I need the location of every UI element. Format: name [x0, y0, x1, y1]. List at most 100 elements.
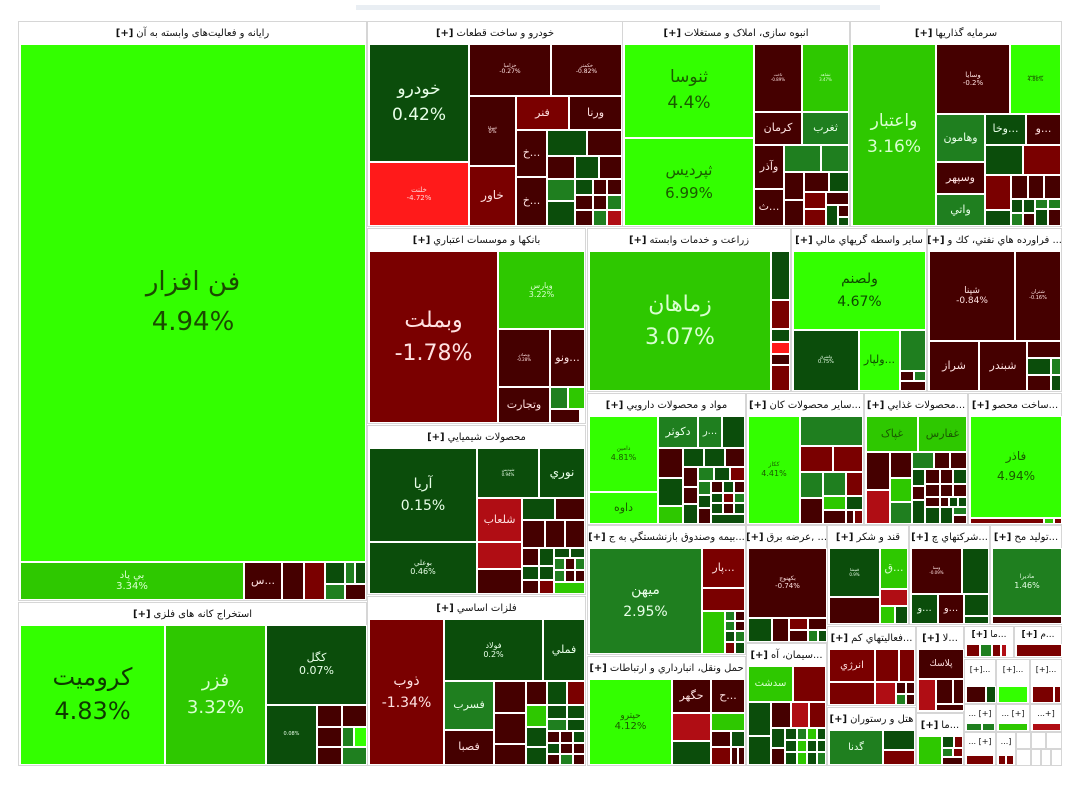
sector-header[interactable]: ...ما [+]: [971, 630, 1007, 640]
tile-valsanam[interactable]: ولصنم 4.67%: [793, 251, 926, 330]
sector-header[interactable]: ...ساير محصولات كان [+]: [748, 399, 862, 411]
tile-small[interactable]: [1035, 209, 1048, 226]
tile-small[interactable]: [599, 156, 622, 179]
tile-small[interactable]: [912, 500, 925, 524]
sector-header[interactable]: ...[+]: [1035, 664, 1057, 674]
tile-small[interactable]: [771, 251, 790, 300]
tile-small[interactable]: [1054, 518, 1062, 524]
tile-small[interactable]: [539, 548, 554, 566]
sector-header[interactable]: رایانه و فعالیت‌های وابسته به آن [+]: [115, 27, 270, 39]
tile-small[interactable]: [547, 681, 567, 705]
tile-khsapa[interactable]: خساپا 0%: [469, 96, 516, 166]
sector-realestate[interactable]: انبوه سازی، املاک و مستغلات [+] ثنوسا 4.4…: [622, 21, 850, 227]
expand-button[interactable]: [+]: [436, 602, 454, 614]
tile-small[interactable]: [797, 752, 807, 765]
tile-small[interactable]: [880, 589, 908, 606]
tile-small[interactable]: [771, 728, 785, 748]
tile-small[interactable]: [477, 542, 522, 569]
sector-s4[interactable]: ...[+]: [964, 659, 996, 704]
tile-small[interactable]: [723, 503, 734, 514]
tile-hegohar[interactable]: حگهر: [672, 679, 711, 713]
tile-fezar[interactable]: فزر 3.32%: [165, 625, 266, 765]
tile-small[interactable]: [607, 195, 622, 210]
tile-small[interactable]: [823, 496, 846, 510]
tile-small[interactable]: [555, 498, 585, 520]
tile-small[interactable]: [823, 472, 846, 496]
tile-small[interactable]: [986, 686, 996, 703]
expand-button[interactable]: [+]: [588, 531, 606, 543]
tile-fanafzar[interactable]: فن افزار 4.94%: [20, 44, 366, 562]
tile-small[interactable]: [817, 740, 826, 752]
sector-header[interactable]: ...بيمه وصندوق بازنشستگي به ج [+]: [588, 531, 745, 543]
tile-small[interactable]: [998, 686, 1028, 703]
sector-s5[interactable]: ...[+]: [996, 659, 1030, 704]
tile-small[interactable]: [723, 481, 734, 493]
tile-small[interactable]: [838, 217, 849, 226]
tile-small[interactable]: [550, 409, 580, 423]
tile-small[interactable]: [866, 490, 890, 524]
tile-mihan[interactable]: ميهن 2.95%: [589, 548, 702, 654]
tile-small[interactable]: [575, 570, 585, 582]
tile-fasaba[interactable]: فصبا: [444, 730, 494, 765]
tile-small[interactable]: [914, 371, 926, 381]
tile-small[interactable]: [808, 618, 827, 630]
sector-header[interactable]: ...ما [+]: [920, 719, 960, 731]
sector-header[interactable]: [...: [1000, 736, 1012, 746]
tile-small[interactable]: [734, 503, 745, 514]
tile-small[interactable]: [735, 642, 745, 654]
sector-empty[interactable]: [1031, 732, 1046, 749]
tile-small[interactable]: [575, 210, 593, 226]
tile-shetran[interactable]: شتران -0.16%: [1015, 251, 1061, 341]
tile-small[interactable]: [545, 520, 565, 548]
tile-small[interactable]: [998, 755, 1006, 765]
tile-small[interactable]: [953, 515, 967, 524]
tile-zamahan[interactable]: زماهان 3.07%: [589, 251, 771, 391]
tile-small[interactable]: [748, 618, 772, 642]
sector-header[interactable]: محصولات شيميايي [+]: [427, 431, 526, 443]
tile-khalent[interactable]: خلنت -4.72%: [369, 162, 469, 226]
tile-kh2[interactable]: ...خ: [516, 177, 547, 226]
sector-header[interactable]: ...سيمان، آه [+]: [750, 649, 823, 661]
tile-small[interactable]: [711, 503, 723, 514]
tile-small[interactable]: [658, 448, 683, 478]
tile-sapardis[interactable]: ثپردیس 6.99%: [624, 138, 754, 226]
tile-khezamia[interactable]: خزامیا -0.27%: [469, 44, 551, 96]
tile-small[interactable]: [725, 621, 735, 631]
tile-madira[interactable]: مادیرا 1.46%: [992, 548, 1062, 616]
sector-header[interactable]: ...فعاليتهاي كم [+]: [830, 632, 913, 644]
sector-header[interactable]: حمل ونقل، انبارداري و ارتباطات [+]: [589, 662, 744, 674]
tile-small[interactable]: [698, 495, 711, 508]
tile-small[interactable]: [804, 192, 826, 209]
tile-small[interactable]: [683, 467, 698, 487]
tile-small[interactable]: [282, 562, 304, 600]
sector-header[interactable]: ...[+]: [1002, 664, 1024, 674]
sector-header[interactable]: [+] ...: [1001, 708, 1025, 718]
tile-small[interactable]: [587, 130, 622, 156]
sector-empty[interactable]: [1016, 732, 1031, 749]
tile-small[interactable]: [940, 497, 949, 507]
tile-small[interactable]: [899, 649, 915, 682]
tile-small[interactable]: [896, 682, 906, 694]
tile-small[interactable]: [982, 723, 995, 731]
tile-small[interactable]: [992, 644, 1001, 657]
tile-daveh[interactable]: داوه: [589, 492, 658, 524]
tile-small[interactable]: [953, 507, 967, 515]
tile-small[interactable]: [900, 381, 926, 391]
tile-par[interactable]: ...پار: [702, 548, 745, 588]
tile-va[interactable]: ...و: [1026, 114, 1061, 145]
tile-small[interactable]: [560, 731, 573, 743]
sector-header[interactable]: ...توليد مح [+]: [993, 531, 1059, 543]
expand-button[interactable]: [+]: [605, 399, 624, 411]
tile-small[interactable]: [890, 502, 912, 524]
sector-empty[interactable]: [1051, 749, 1062, 766]
tile-small[interactable]: [698, 481, 711, 495]
tile-shiraz[interactable]: شراز: [929, 341, 979, 391]
tile-small[interactable]: [1011, 213, 1023, 226]
sector-header[interactable]: ...[+]: [969, 664, 991, 674]
tile-fazar[interactable]: فاذر 4.94%: [970, 416, 1062, 518]
tile-small[interactable]: [565, 520, 585, 548]
tile-small[interactable]: [980, 644, 992, 657]
tile-plask[interactable]: پلاسك: [918, 649, 964, 679]
tile-small[interactable]: [818, 630, 827, 642]
tile-dr[interactable]: ...ر: [698, 416, 722, 448]
